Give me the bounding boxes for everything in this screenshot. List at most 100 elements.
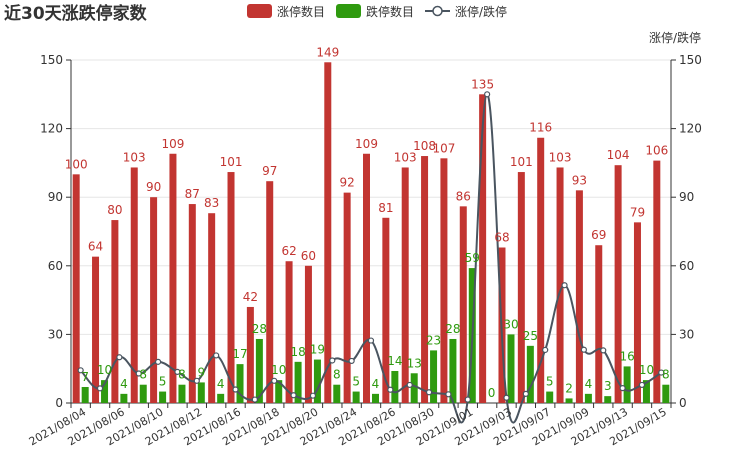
data-label-limit-up: 100: [65, 157, 88, 171]
bar-limit-down: [391, 370, 399, 403]
bar-limit-down: [372, 393, 379, 403]
bar-limit-down: [275, 380, 283, 403]
data-label-limit-up: 135: [471, 77, 494, 91]
ratio-point: [387, 386, 394, 393]
ratio-point: [619, 385, 626, 392]
ratio-point: [542, 346, 549, 354]
data-label-limit-up: 83: [204, 196, 219, 210]
bar-limit-up: [304, 265, 312, 403]
y-right-tick-label: 0: [679, 396, 687, 410]
legend-item-ratio[interactable]: 涨停/跌停: [425, 4, 507, 19]
data-label-limit-up: 79: [630, 205, 645, 219]
data-label-limit-up: 42: [243, 290, 258, 304]
bar-limit-down: [81, 386, 89, 403]
legend-marker-ratio: [432, 5, 443, 17]
data-label-limit-down: 59: [465, 251, 480, 265]
legend-label-ratio: 涨停/跌停: [455, 4, 507, 19]
data-labels: 1007641080410389051098879834101174228971…: [65, 45, 670, 400]
bar-limit-up: [440, 158, 448, 403]
bars: [72, 62, 670, 404]
ratio-line-path: [79, 93, 662, 424]
ratio-point: [406, 381, 413, 389]
data-label-limit-down: 5: [546, 375, 554, 389]
legend-label-limit-up: 涨停数目: [277, 4, 325, 19]
bar-limit-down: [584, 393, 592, 403]
legend-item-limit-down[interactable]: 跌停数目: [336, 4, 414, 19]
bar-limit-down: [294, 361, 302, 403]
y-left-tick-label: 150: [40, 53, 63, 67]
x-axis-labels: 2021/08/042021/08/062021/08/102021/08/12…: [27, 405, 669, 448]
bar-limit-down: [546, 391, 554, 403]
data-label-limit-down: 17: [232, 347, 247, 361]
bar-limit-down: [410, 373, 418, 403]
data-label-limit-down: 3: [604, 379, 612, 393]
bar-limit-up: [266, 181, 274, 403]
bar-limit-down: [255, 338, 263, 403]
ratio-point: [580, 346, 588, 353]
data-label-limit-up: 90: [146, 180, 161, 194]
bar-limit-up: [227, 172, 235, 403]
y-left-tick-label: 30: [48, 327, 63, 341]
bar-limit-down: [507, 334, 515, 403]
y-left-tick-label: 0: [55, 396, 63, 410]
y-left-tick-label: 120: [40, 122, 63, 136]
y-right-tick-label: 120: [679, 122, 702, 136]
ratio-point: [174, 368, 181, 376]
ratio-point: [503, 394, 510, 401]
y-left-tick-label: 90: [48, 190, 63, 204]
data-label-limit-up: 106: [645, 144, 668, 158]
data-label-limit-up: 87: [185, 187, 200, 201]
data-label-limit-up: 101: [510, 155, 533, 169]
bar-limit-down: [159, 391, 167, 403]
ratio-point: [658, 369, 665, 376]
bar-limit-up: [246, 306, 254, 403]
bar-limit-down: [313, 359, 321, 403]
data-label-limit-down: 8: [333, 368, 341, 382]
data-label-limit-up: 101: [220, 155, 243, 169]
bar-limit-up: [459, 206, 467, 403]
y-right-tick-label: 60: [679, 259, 694, 273]
data-label-limit-up: 103: [394, 150, 417, 164]
bar-limit-up: [111, 220, 119, 403]
ratio-point: [251, 396, 258, 403]
data-label-limit-up: 93: [572, 173, 587, 187]
bar-limit-down: [604, 396, 612, 403]
chart-title: 近30天涨跌停家数: [4, 3, 148, 24]
bar-limit-down: [217, 393, 225, 403]
data-label-limit-down: 5: [352, 375, 360, 389]
data-label-limit-down: 4: [585, 377, 593, 391]
bar-limit-down: [101, 380, 109, 403]
data-label-limit-up: 92: [340, 176, 355, 190]
bar-limit-up: [130, 167, 138, 403]
bar-limit-down: [120, 393, 128, 403]
bar-limit-down: [139, 384, 147, 403]
data-label-limit-up: 108: [413, 139, 436, 153]
bar-limit-up: [169, 153, 177, 403]
data-label-limit-up: 80: [107, 203, 122, 217]
bar-limit-down: [430, 350, 438, 403]
ratio-point: [271, 377, 278, 384]
legend-swatch-limit-up: [247, 4, 272, 18]
data-label-limit-up: 116: [529, 121, 552, 135]
bar-limit-down: [565, 398, 573, 403]
ratio-point: [464, 396, 471, 403]
bar-limit-up: [188, 204, 196, 403]
legend-item-limit-up[interactable]: 涨停数目: [247, 4, 325, 19]
data-label-limit-down: 8: [662, 368, 670, 382]
data-label-limit-up: 107: [432, 141, 455, 155]
bar-limit-down: [662, 384, 670, 403]
bar-limit-up: [614, 165, 622, 403]
bar-limit-up: [421, 156, 429, 403]
bar-limit-up: [401, 167, 409, 403]
bar-limit-down: [352, 391, 360, 403]
y-right-tick-label: 30: [679, 327, 694, 341]
data-label-limit-up: 60: [301, 249, 316, 263]
ratio-line: [77, 91, 665, 424]
legend-swatch-limit-down: [336, 4, 361, 18]
y-left-tick-label: 60: [48, 259, 63, 273]
data-label-limit-up: 97: [262, 164, 277, 178]
bar-limit-up: [150, 197, 158, 403]
